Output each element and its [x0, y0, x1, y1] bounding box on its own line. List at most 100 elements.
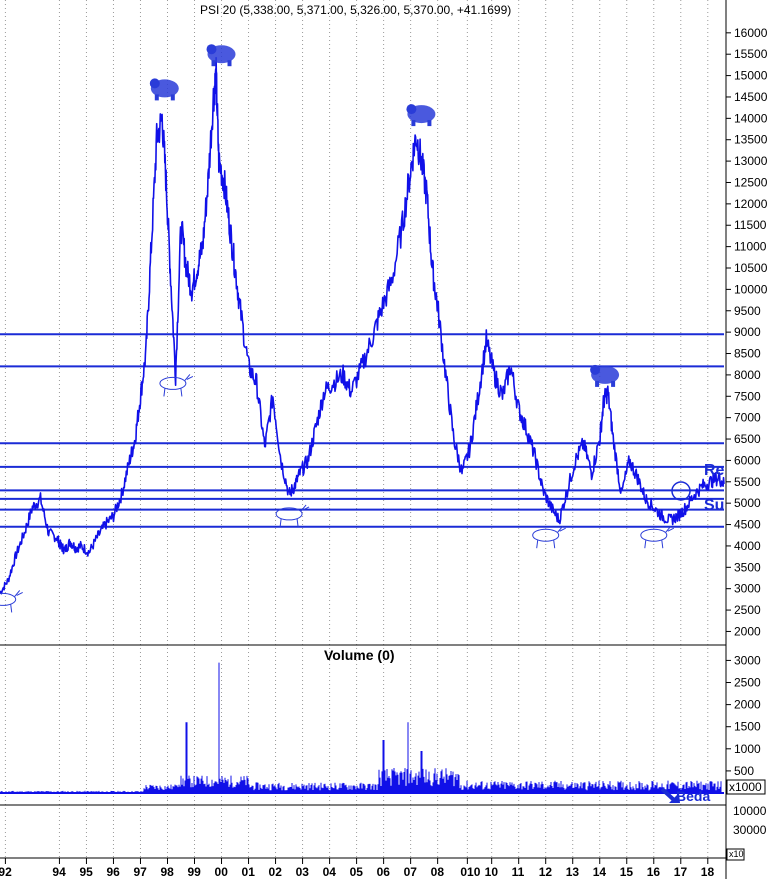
- volume-y-tick-label: 500: [734, 764, 754, 778]
- x-tick-label: 10: [485, 865, 499, 879]
- volume-y-tick-label: 1000: [734, 742, 761, 756]
- down-arrow-icon: [660, 787, 680, 803]
- bull-icon: [159, 374, 194, 397]
- bull-horn: [557, 525, 566, 533]
- y-tick-label: 11500: [734, 218, 767, 232]
- bull-body: [275, 507, 303, 521]
- bear-leg: [211, 60, 216, 67]
- volume-chart-title: Volume (0): [324, 647, 395, 663]
- x-tick-label: 02: [269, 865, 283, 879]
- x-tick-label: 010: [460, 865, 480, 879]
- price-chart-title: PSI 20 (5,338.00, 5,371.00, 5,326.00, 5,…: [200, 3, 511, 17]
- volume-unit-label: x1000: [729, 780, 762, 794]
- bear-head: [206, 44, 217, 55]
- bear-icon: [590, 364, 620, 387]
- x-tick-label: 05: [350, 865, 364, 879]
- lower-unit-label: x10: [729, 849, 744, 859]
- y-tick-label: 11000: [734, 240, 767, 254]
- y-tick-label: 2000: [734, 624, 761, 638]
- x-tick-label: 00: [215, 865, 229, 879]
- bear-icon: [406, 104, 436, 127]
- x-tick-label: 13: [566, 865, 580, 879]
- bear-leg: [611, 380, 616, 387]
- y-tick-label: 7500: [734, 389, 761, 403]
- bear-leg: [595, 380, 600, 387]
- circle-marker: [671, 481, 691, 501]
- y-tick-label: 15000: [734, 69, 768, 83]
- y-tick-label: 13000: [734, 154, 768, 168]
- support-resistance-lines: [0, 333, 724, 528]
- bull-body: [640, 528, 668, 542]
- price-y-ticks: 2000 2500 3000 3500 4000 4500 5000 5500 6000 6500…: [726, 26, 768, 638]
- bull-leg: [661, 540, 664, 549]
- bull-leg: [296, 518, 299, 527]
- price-line: [0, 56, 725, 595]
- x-tick-label: 97: [133, 865, 147, 879]
- bear-head: [406, 104, 417, 115]
- y-tick-label: 12500: [734, 175, 768, 189]
- y-tick-label: 15500: [734, 47, 768, 61]
- y-tick-label: 16000: [734, 26, 768, 40]
- y-tick-label: 6500: [734, 432, 761, 446]
- y-tick-label: 6000: [734, 453, 761, 467]
- bull-leg: [180, 388, 183, 397]
- y-tick-label: 2500: [734, 603, 761, 617]
- bull-leg: [10, 604, 13, 613]
- price-series: [0, 56, 725, 595]
- bull-leg: [163, 388, 166, 397]
- x-tick-label: 92: [0, 865, 12, 879]
- lower-unit-box: [726, 848, 745, 861]
- x-tick-label: 12: [539, 865, 553, 879]
- y-tick-label: 8500: [734, 347, 761, 361]
- resistance-label: Re: [704, 462, 725, 479]
- y-tick-label: 8000: [734, 368, 761, 382]
- bull-leg: [553, 540, 556, 549]
- y-tick-label: 14000: [734, 111, 768, 125]
- bear-leg: [427, 120, 432, 127]
- bear-leg: [227, 60, 232, 67]
- x-tick-label: 94: [52, 865, 66, 879]
- x-tick-label: 01: [242, 865, 256, 879]
- x-tick-label: 07: [404, 865, 418, 879]
- bull-horn: [665, 525, 675, 533]
- y-tick-label: 12000: [734, 197, 768, 211]
- bull-leg: [536, 540, 539, 549]
- vertical-grid: [4, 0, 709, 858]
- y-tick-label: 4500: [734, 518, 761, 532]
- bull-horn: [300, 504, 310, 512]
- bull-body: [532, 528, 560, 542]
- y-tick-label: 9500: [734, 304, 761, 318]
- lower-y-tick-1: 30000: [733, 823, 767, 837]
- y-tick-label: 7000: [734, 411, 761, 425]
- x-tick-label: 08: [431, 865, 445, 879]
- y-tick-label: 13500: [734, 133, 768, 147]
- volume-y-ticks: 500 1000 1500 2000 2500 3000: [726, 653, 761, 778]
- bear-leg: [154, 94, 159, 101]
- y-tick-label: 10500: [734, 261, 768, 275]
- volume-y-tick-label: 2500: [734, 676, 761, 690]
- x-tick-label: 15: [620, 865, 634, 879]
- bear-icon: [206, 44, 236, 67]
- volume-unit-box: [726, 779, 766, 795]
- bear-leg: [170, 94, 175, 101]
- y-tick-label: 14500: [734, 90, 768, 104]
- bull-body: [0, 592, 17, 606]
- x-tick-label: 11: [512, 865, 525, 879]
- bear-head: [590, 364, 601, 375]
- bear-head: [149, 78, 160, 89]
- bull-icon: [640, 525, 675, 549]
- bear-leg: [411, 120, 416, 127]
- volume-y-tick-label: 1500: [734, 720, 761, 734]
- x-tick-label: 16: [647, 865, 661, 879]
- y-tick-label: 10000: [734, 282, 768, 296]
- x-tick-label: 03: [296, 865, 310, 879]
- x-tick-label: 98: [160, 865, 174, 879]
- bull-horn: [14, 590, 23, 597]
- y-tick-label: 5500: [734, 475, 761, 489]
- x-axis-ticks: 92 94 95 96 97 98 99 00 01 02 03 04 05 06 07 08 010 10 11 1…: [0, 858, 714, 879]
- y-tick-label: 5000: [734, 496, 761, 510]
- volume-marker-text: Beda: [676, 788, 710, 804]
- volume-y-tick-label: 3000: [734, 653, 761, 667]
